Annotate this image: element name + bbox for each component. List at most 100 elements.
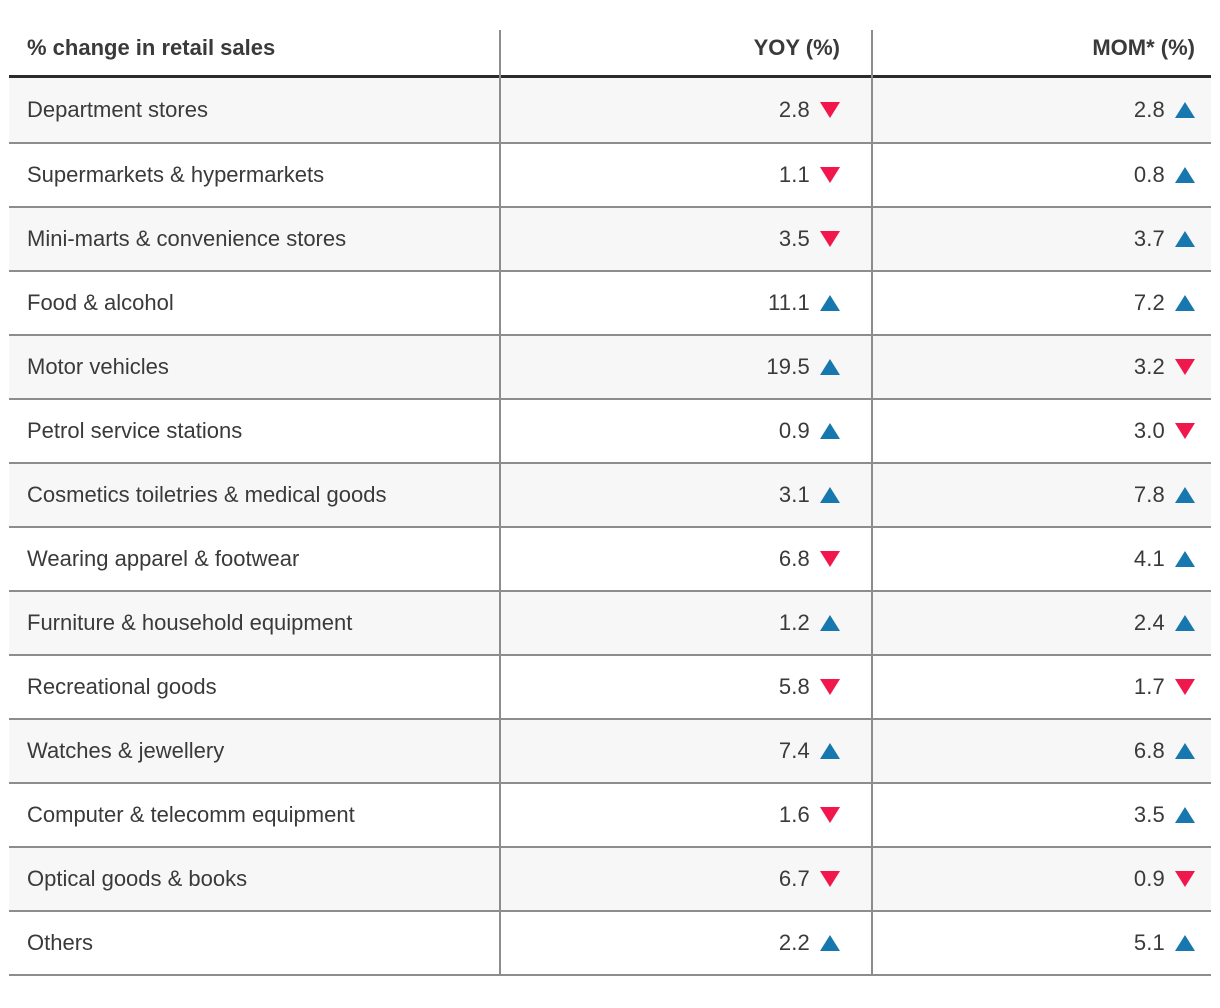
mom-cell: 5.1 — [872, 912, 1211, 974]
mom-value: 7.2 — [1133, 290, 1165, 315]
mom-cell: 1.7 — [872, 656, 1211, 718]
trend-down-icon — [820, 231, 840, 247]
trend-down-icon — [1175, 423, 1195, 439]
mom-cell: 2.8 — [872, 78, 1211, 142]
category-cell: Others — [9, 912, 500, 974]
mom-cell: 3.7 — [872, 208, 1211, 270]
yoy-cell: 1.6 — [500, 784, 872, 846]
category-cell: Supermarkets & hypermarkets — [9, 144, 500, 206]
yoy-value: 6.8 — [778, 546, 810, 571]
table-row: Petrol service stations 0.9 3.0 — [9, 398, 1211, 462]
category-label: Optical goods & books — [27, 866, 248, 892]
yoy-value: 2.2 — [778, 930, 810, 955]
yoy-value: 6.7 — [778, 866, 810, 891]
category-cell: Food & alcohol — [9, 272, 500, 334]
yoy-cell: 1.2 — [500, 592, 872, 654]
category-label: Food & alcohol — [27, 290, 174, 316]
category-label: Department stores — [27, 97, 208, 123]
category-label: Computer & telecomm equipment — [27, 802, 355, 828]
category-label: Motor vehicles — [27, 354, 169, 380]
trend-up-icon — [1175, 743, 1195, 759]
trend-down-icon — [820, 679, 840, 695]
mom-cell: 7.8 — [872, 464, 1211, 526]
yoy-value: 1.1 — [778, 162, 810, 187]
trend-down-icon — [820, 871, 840, 887]
table-header-row: % change in retail sales YOY (%) MOM* (%… — [9, 0, 1211, 78]
table-body: Department stores 2.8 2.8 Supermarkets & hy… — [9, 78, 1211, 974]
yoy-value: 11.1 — [768, 290, 810, 315]
yoy-cell: 19.5 — [500, 336, 872, 398]
retail-sales-table: % change in retail sales YOY (%) MOM* (%… — [9, 0, 1211, 976]
category-cell: Mini-marts & convenience stores — [9, 208, 500, 270]
yoy-cell: 6.7 — [500, 848, 872, 910]
mom-value: 2.4 — [1133, 610, 1165, 635]
table-row: Furniture & household equipment 1.2 2.4 — [9, 590, 1211, 654]
yoy-value: 3.5 — [778, 226, 810, 251]
table-row: Department stores 2.8 2.8 — [9, 78, 1211, 142]
trend-up-icon — [1175, 167, 1195, 183]
yoy-cell: 3.1 — [500, 464, 872, 526]
category-label: Recreational goods — [27, 674, 217, 700]
trend-up-icon — [820, 743, 840, 759]
mom-cell: 0.8 — [872, 144, 1211, 206]
yoy-value: 0.9 — [778, 418, 810, 443]
mom-value: 7.8 — [1133, 482, 1165, 507]
table-row: Food & alcohol 11.1 7.2 — [9, 270, 1211, 334]
mom-cell: 6.8 — [872, 720, 1211, 782]
category-label: Others — [27, 930, 94, 956]
trend-down-icon — [820, 807, 840, 823]
mom-cell: 3.2 — [872, 336, 1211, 398]
column-header-category: % change in retail sales — [9, 0, 500, 75]
category-cell: Optical goods & books — [9, 848, 500, 910]
trend-down-icon — [1175, 871, 1195, 887]
yoy-cell: 11.1 — [500, 272, 872, 334]
mom-value: 4.1 — [1133, 546, 1165, 571]
table-row: Mini-marts & convenience stores 3.5 3.7 — [9, 206, 1211, 270]
column-header-yoy: YOY (%) — [500, 0, 872, 75]
trend-up-icon — [1175, 551, 1195, 567]
yoy-cell: 5.8 — [500, 656, 872, 718]
yoy-value: 5.8 — [778, 674, 810, 699]
yoy-value: 19.5 — [766, 354, 810, 379]
mom-cell: 0.9 — [872, 848, 1211, 910]
category-cell: Recreational goods — [9, 656, 500, 718]
category-label: Cosmetics toiletries & medical goods — [27, 482, 387, 508]
trend-up-icon — [820, 615, 840, 631]
mom-cell: 7.2 — [872, 272, 1211, 334]
trend-up-icon — [1175, 231, 1195, 247]
table-row: Optical goods & books 6.7 0.9 — [9, 846, 1211, 910]
mom-value: 1.7 — [1133, 674, 1165, 699]
mom-value: 3.0 — [1133, 418, 1165, 443]
mom-value: 0.8 — [1133, 162, 1165, 187]
yoy-cell: 1.1 — [500, 144, 872, 206]
mom-cell: 3.0 — [872, 400, 1211, 462]
mom-value: 0.9 — [1133, 866, 1165, 891]
mom-value: 3.2 — [1133, 354, 1165, 379]
mom-cell: 4.1 — [872, 528, 1211, 590]
category-label: Mini-marts & convenience stores — [27, 226, 347, 252]
yoy-value: 1.6 — [778, 802, 810, 827]
trend-up-icon — [1175, 807, 1195, 823]
trend-up-icon — [820, 423, 840, 439]
trend-down-icon — [820, 167, 840, 183]
trend-down-icon — [1175, 679, 1195, 695]
table-title: % change in retail sales — [27, 35, 276, 60]
mom-value: 2.8 — [1133, 97, 1165, 122]
trend-down-icon — [1175, 359, 1195, 375]
table-row: Recreational goods 5.8 1.7 — [9, 654, 1211, 718]
trend-up-icon — [1175, 935, 1195, 951]
mom-value: 6.8 — [1133, 738, 1165, 763]
mom-cell: 3.5 — [872, 784, 1211, 846]
category-cell: Petrol service stations — [9, 400, 500, 462]
trend-down-icon — [820, 551, 840, 567]
table-row: Supermarkets & hypermarkets 1.1 0.8 — [9, 142, 1211, 206]
trend-up-icon — [820, 487, 840, 503]
yoy-cell: 7.4 — [500, 720, 872, 782]
trend-up-icon — [1175, 295, 1195, 311]
category-label: Furniture & household equipment — [27, 610, 353, 636]
trend-down-icon — [820, 102, 840, 118]
table-row: Computer & telecomm equipment 1.6 3.5 — [9, 782, 1211, 846]
category-cell: Furniture & household equipment — [9, 592, 500, 654]
yoy-cell: 6.8 — [500, 528, 872, 590]
trend-up-icon — [820, 359, 840, 375]
